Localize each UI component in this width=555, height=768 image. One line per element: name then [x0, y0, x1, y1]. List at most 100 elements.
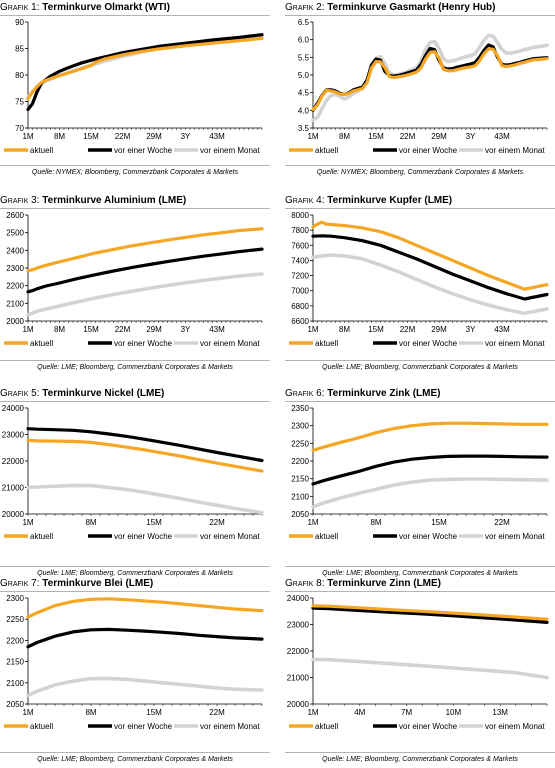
x-tick-label: 1M — [307, 518, 318, 527]
x-tick-label: 29M — [431, 325, 447, 334]
y-tick-label: 2150 — [6, 658, 24, 667]
series-line-woche — [26, 627, 264, 649]
y-tick-label: 8000 — [291, 211, 309, 220]
series-line-monat — [311, 33, 549, 122]
title-rule — [285, 591, 555, 592]
legend-label-woche: vor einer Woche — [114, 532, 173, 541]
legend-label-aktuell: aktuell — [315, 339, 338, 348]
legend-label-woche: vor einer Woche — [114, 146, 173, 155]
title-rule — [0, 15, 270, 16]
y-tick-label: 6.5 — [298, 18, 310, 27]
line-chart-henry-hub: 3.5 4.0 4.5 5.0 5.5 6.0 6.5 1M 8M 15M 22M 29M 3Y 43M a… — [289, 18, 549, 155]
legend-label-woche: vor einer Woche — [114, 722, 173, 731]
x-tick-label: 1M — [307, 132, 318, 141]
y-tick-label: 90 — [15, 18, 24, 27]
chart-panel-8: Grafik 8: Terminkurve Zinn (LME) 20000 21… — [285, 578, 555, 768]
x-tick-label: 29M — [146, 132, 162, 141]
x-tick-label: 22M — [209, 518, 225, 527]
x-tick-label: 1M — [307, 325, 318, 334]
chart-title: Terminkurve Nickel (LME) — [42, 388, 165, 399]
chart-title: Terminkurve Zink (LME) — [327, 388, 441, 399]
x-tick-label: 1M — [22, 708, 33, 717]
x-tick-label: 1M — [22, 325, 33, 334]
x-tick-label: 3Y — [181, 325, 191, 334]
y-tick-label: 6800 — [291, 302, 309, 311]
y-tick-label: 2100 — [6, 299, 24, 308]
series-line-monat — [311, 657, 549, 680]
x-tick-label: 22M — [400, 132, 416, 141]
y-tick-label: 5.0 — [298, 71, 310, 80]
y-tick-label: 2400 — [6, 246, 24, 255]
source-rule — [285, 752, 555, 753]
chart-prefix: Grafik 6: — [285, 388, 325, 399]
series-line-aktuell — [311, 604, 549, 621]
series-line-woche — [311, 234, 549, 301]
y-tick-label: 75 — [15, 98, 24, 107]
legend-label-monat: vor einem Monat — [485, 339, 545, 348]
x-tick-label: 43M — [494, 132, 510, 141]
line-chart-zink: 2050 2100 2150 2200 2250 2300 2350 1M 8M 15M 22M ak… — [289, 404, 549, 541]
series-line-aktuell — [26, 597, 264, 619]
legend-label-aktuell: aktuell — [315, 722, 338, 731]
y-tick-label: 20000 — [287, 700, 310, 709]
y-tick-label: 22000 — [287, 647, 310, 656]
source-rule — [285, 360, 555, 361]
y-tick-label: 70 — [15, 124, 24, 133]
x-tick-label: 15M — [431, 518, 447, 527]
y-tick-label: 2500 — [6, 229, 24, 238]
series-line-monat — [311, 477, 549, 509]
x-tick-label: 8M — [54, 132, 65, 141]
x-tick-label: 8M — [85, 708, 96, 717]
x-tick-label: 8M — [339, 132, 350, 141]
y-tick-label: 24000 — [287, 594, 310, 603]
y-tick-label: 23000 — [287, 621, 310, 630]
x-tick-label: 3Y — [466, 132, 476, 141]
line-chart-aluminium: 2000 2100 2200 2300 2400 2500 2600 1M 8M 15M 22M 29… — [4, 211, 264, 348]
chart-prefix: Grafik 8: — [285, 578, 325, 589]
chart-prefix: Grafik 4: — [285, 195, 325, 206]
x-tick-label: 7M — [401, 708, 412, 717]
x-tick-label: 10M — [446, 708, 462, 717]
line-chart-nickel: 20000 21000 22000 23000 24000 1M 8M 15M 22M aktue… — [2, 404, 264, 541]
chart-title: Terminkurve Zinn (LME) — [327, 578, 442, 589]
x-tick-label: 15M — [146, 708, 162, 717]
chart-prefix: Grafik 2: — [285, 2, 325, 13]
x-tick-label: 43M — [209, 325, 225, 334]
series-line-woche — [26, 247, 264, 294]
legend-label-woche: vor einer Woche — [399, 146, 458, 155]
series-line-monat — [26, 483, 264, 515]
title-rule — [0, 591, 270, 592]
y-tick-label: 21000 — [2, 484, 25, 493]
x-tick-label: 22M — [209, 708, 225, 717]
x-tick-label: 29M — [146, 325, 162, 334]
source-rule — [0, 165, 270, 166]
chart-panel-2: Grafik 2: Terminkurve Gasmarkt (Henry Hu… — [285, 2, 555, 192]
y-tick-label: 2200 — [291, 457, 309, 466]
title-rule — [0, 401, 270, 402]
legend-label-aktuell: aktuell — [30, 146, 53, 155]
series-line-aktuell — [311, 47, 549, 112]
chart-title: Terminkurve Gasmarkt (Henry Hub) — [327, 2, 496, 13]
x-tick-label: 8M — [54, 325, 65, 334]
y-tick-label: 2300 — [6, 264, 24, 273]
title-rule — [0, 208, 270, 209]
chart-prefix: Grafik 7: — [0, 578, 40, 589]
x-tick-label: 8M — [370, 518, 381, 527]
x-tick-label: 15M — [368, 132, 384, 141]
source-rule — [285, 165, 555, 166]
legend-label-monat: vor einem Monat — [485, 722, 545, 731]
series-line-monat — [26, 272, 264, 317]
line-chart-kupfer: 6600 6800 7000 7200 7400 7600 7800 8000 1M 8M 15M 2… — [289, 211, 549, 348]
y-tick-label: 7600 — [291, 241, 309, 250]
legend-label-woche: vor einer Woche — [399, 339, 458, 348]
legend-label-monat: vor einem Monat — [485, 532, 545, 541]
series-line-aktuell — [26, 438, 264, 473]
x-tick-label: 3Y — [466, 325, 476, 334]
series-line-monat — [311, 253, 549, 316]
chart-panel-4: Grafik 4: Terminkurve Kupfer (LME) 6600 6… — [285, 195, 555, 385]
series-line-woche — [311, 454, 549, 486]
x-tick-label: 15M — [368, 325, 384, 334]
chart-source: Quelle: LME; Bloomberg, Commerzbank Corp… — [37, 570, 233, 577]
x-tick-label: 1M — [307, 708, 318, 717]
legend-label-woche: vor einer Woche — [114, 339, 173, 348]
